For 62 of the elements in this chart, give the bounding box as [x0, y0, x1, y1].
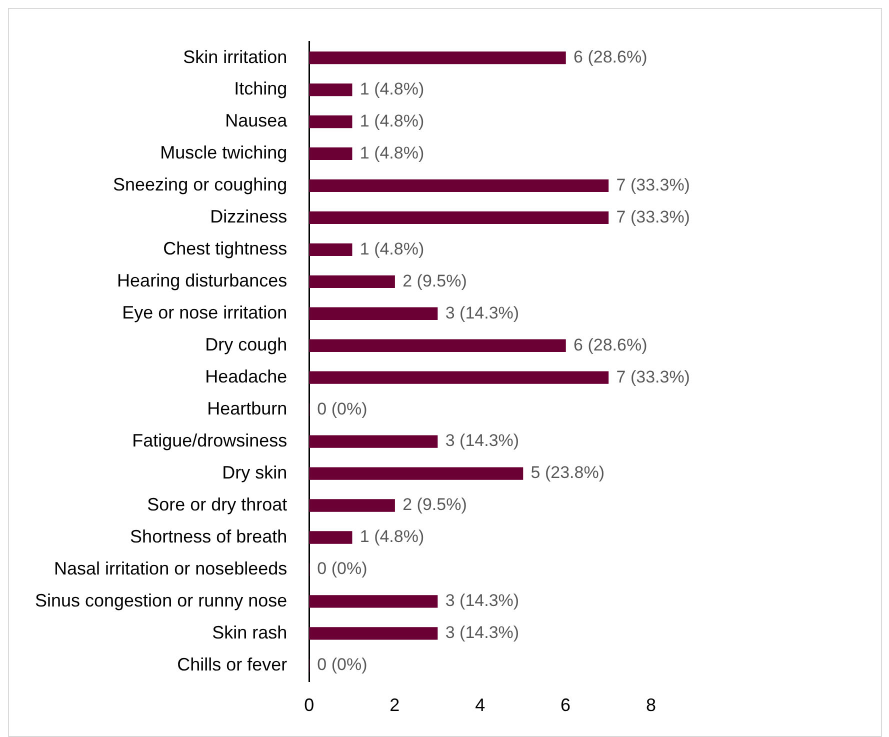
data-label: 1 (4.8%) [360, 79, 424, 98]
data-label: 7 (33.3%) [616, 207, 690, 226]
data-label: 0 (0%) [317, 559, 368, 578]
y-tick-label: Nasal irritation or nosebleeds [54, 558, 288, 578]
bar [309, 115, 352, 128]
bar [309, 83, 352, 96]
x-tick-label: 4 [475, 695, 486, 716]
y-tick-label: Shortness of breath [130, 526, 288, 546]
bar [309, 467, 524, 480]
y-tick-label: Eye or nose irritation [122, 302, 288, 323]
bar [309, 211, 609, 224]
y-tick-label: Sneezing or coughing [113, 174, 288, 195]
bar [309, 51, 566, 64]
y-tick-label: Heartburn [207, 398, 288, 419]
y-tick-label: Sinus congestion or runny nose [34, 590, 288, 610]
data-label: 3 (14.3%) [445, 623, 520, 642]
data-label: 0 (0%) [317, 399, 368, 418]
y-tick-label: Headache [205, 366, 288, 387]
y-tick-label: Sore or dry throat [147, 494, 288, 514]
data-label: 7 (33.3%) [616, 367, 690, 386]
data-label: 3 (14.3%) [445, 591, 520, 610]
x-tick-label: 8 [646, 695, 656, 716]
data-label: 6 (28.6%) [574, 335, 648, 354]
bar [309, 531, 352, 544]
data-label: 2 (9.5%) [402, 271, 467, 290]
bar [309, 499, 395, 512]
bar [309, 627, 438, 640]
y-tick-label: Chest tightness [163, 238, 288, 259]
y-tick-label: Itching [234, 78, 288, 99]
data-label: 2 (9.5%) [402, 495, 467, 514]
bar [309, 147, 352, 160]
x-tick-label: 6 [560, 695, 571, 716]
data-label: 3 (14.3%) [445, 303, 520, 322]
bar [309, 243, 352, 256]
y-tick-label: Skin rash [212, 622, 288, 642]
y-tick-label: Dry cough [205, 334, 288, 355]
data-label: 6 (28.6%) [574, 47, 648, 66]
y-tick-label: Dizziness [210, 206, 288, 227]
data-label: 0 (0%) [317, 655, 368, 674]
y-tick-label: Fatigue/drowsiness [132, 430, 288, 451]
y-tick-label: Skin irritation [183, 46, 288, 67]
y-tick-label: Chills or fever [177, 654, 288, 674]
bar [309, 435, 438, 448]
data-label: 7 (33.3%) [616, 175, 690, 194]
y-tick-label: Muscle twiching [160, 142, 288, 163]
x-tick-label: 2 [390, 695, 400, 716]
y-tick-label: Nausea [225, 110, 288, 131]
data-label: 3 (14.3%) [445, 431, 520, 450]
data-label: 1 (4.8%) [360, 111, 424, 130]
bar [309, 179, 609, 192]
bar [309, 275, 395, 288]
bar [309, 339, 566, 352]
y-tick-label: Hearing disturbances [117, 270, 288, 291]
data-label: 1 (4.8%) [360, 143, 424, 162]
bar [309, 307, 438, 320]
bar [309, 595, 438, 608]
data-label: 1 (4.8%) [360, 527, 424, 546]
x-tick-label: 0 [304, 695, 314, 716]
data-label: 5 (23.8%) [530, 463, 605, 482]
y-tick-label: Dry skin [222, 462, 288, 482]
data-label: 1 (4.8%) [360, 239, 424, 258]
bar [309, 371, 609, 384]
